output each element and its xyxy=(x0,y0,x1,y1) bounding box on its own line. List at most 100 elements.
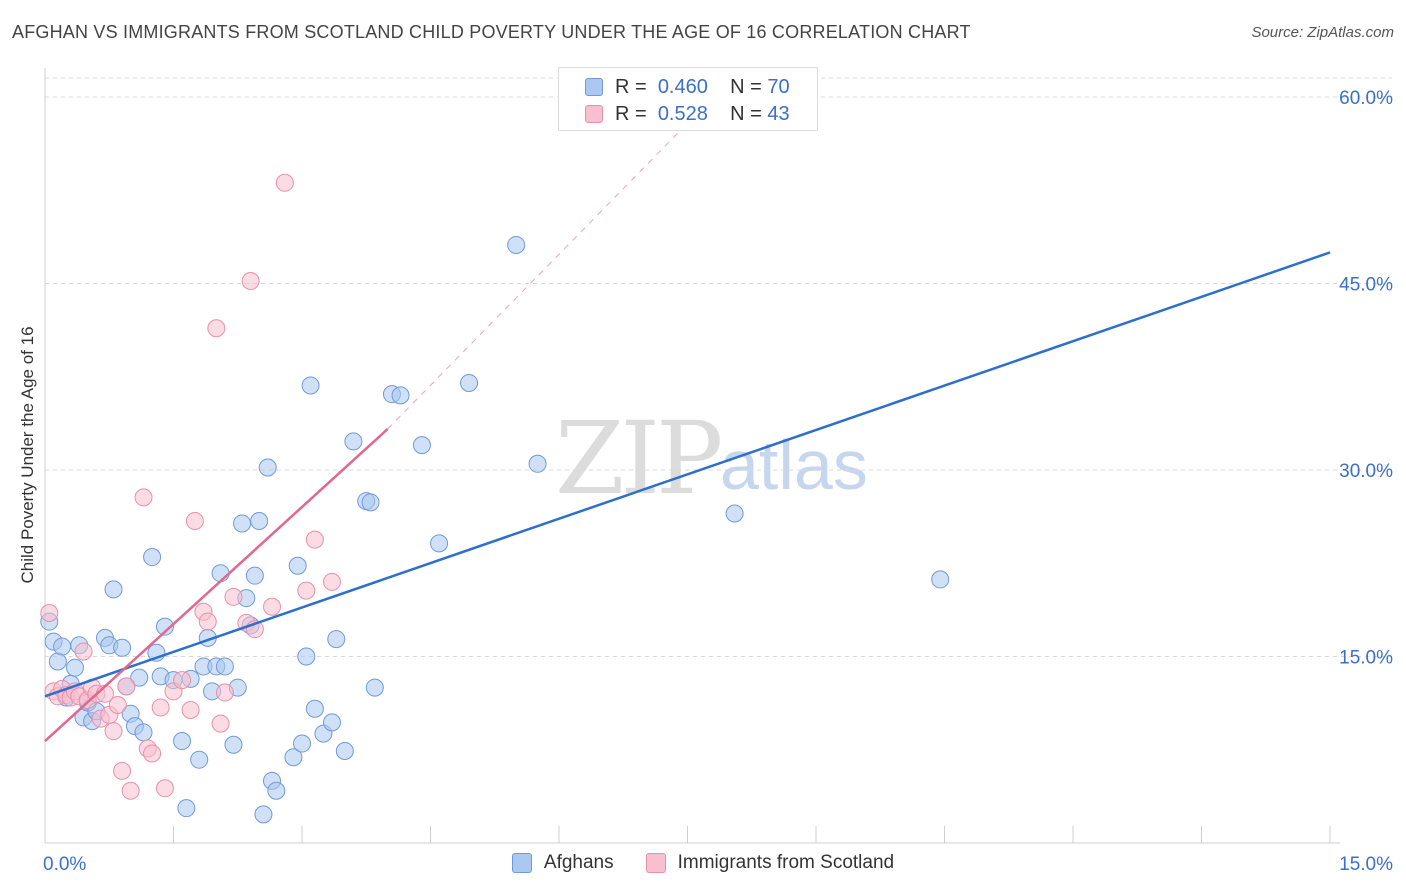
afghan-point xyxy=(361,493,380,512)
afghan-trend-line xyxy=(44,251,1331,698)
correlation-legend: R = 0.460 N = 70 R = 0.528 N = 43 xyxy=(558,67,818,131)
afghan-point xyxy=(284,748,303,767)
n-label: N = xyxy=(730,75,762,98)
afghan-point xyxy=(301,376,320,395)
afghan-point xyxy=(391,386,410,405)
legend-label: Immigrants from Scotland xyxy=(677,852,895,873)
x-tick-label: 0.0% xyxy=(43,854,86,875)
series-legend: Afghans Immigrants from Scotland xyxy=(0,852,1406,874)
scotland-point xyxy=(181,700,200,719)
scotland-point xyxy=(74,642,93,661)
afghan-point xyxy=(507,235,526,254)
scotland-point xyxy=(113,761,132,780)
afghan-point xyxy=(245,566,264,585)
legend-item-scotland: Immigrants from Scotland xyxy=(645,852,895,874)
afghan-point xyxy=(53,637,72,656)
afghan-point xyxy=(211,564,230,583)
afghan-point xyxy=(297,647,316,666)
scotland-point xyxy=(121,781,140,800)
afghan-point xyxy=(177,799,196,818)
r-label: R = xyxy=(615,75,647,98)
afghan-point xyxy=(365,678,384,697)
afghan-point xyxy=(143,548,162,567)
afghan-point xyxy=(233,514,252,533)
scotland-point xyxy=(215,683,234,702)
afghan-point xyxy=(528,454,547,473)
afghan-point xyxy=(267,781,286,800)
afghan-point xyxy=(412,436,431,455)
afghan-point xyxy=(48,652,67,671)
n-label: N = xyxy=(730,102,762,125)
y-tick-label: 45.0% xyxy=(1339,275,1393,296)
scotland-point xyxy=(151,698,170,717)
scotland-point xyxy=(117,677,136,696)
afghan-point xyxy=(305,699,324,718)
scotland-point xyxy=(322,572,341,591)
legend-swatch-pink xyxy=(645,853,666,873)
scotland-point xyxy=(297,581,316,600)
legend-item-afghans: Afghans xyxy=(511,852,614,874)
scotland-point xyxy=(207,319,226,338)
afghan-point xyxy=(250,511,269,530)
chart-title: AFGHAN VS IMMIGRANTS FROM SCOTLAND CHILD… xyxy=(12,22,971,42)
afghan-point xyxy=(113,638,132,657)
watermark-zip: ZIP xyxy=(555,400,723,517)
scotland-point xyxy=(108,695,127,714)
afghan-point xyxy=(130,668,149,687)
afghan-point xyxy=(155,617,174,636)
r-value: 0.528 xyxy=(657,102,708,125)
afghan-point xyxy=(65,658,84,677)
afghan-point xyxy=(104,580,123,599)
afghan-point xyxy=(215,657,234,676)
afghan-point xyxy=(344,432,363,451)
legend-swatch-pink xyxy=(585,105,603,123)
afghan-point xyxy=(258,458,277,477)
afghan-point xyxy=(288,556,307,575)
scotland-point xyxy=(143,744,162,763)
afghan-point xyxy=(725,504,744,523)
afghan-point xyxy=(173,732,192,751)
scotland-point xyxy=(173,671,192,690)
legend-row-scotland: R = 0.528 N = 43 xyxy=(585,102,790,126)
scotland-point xyxy=(134,488,153,507)
scotland-point xyxy=(155,779,174,798)
y-tick-label: 15.0% xyxy=(1339,648,1393,669)
scotland-trend-line xyxy=(44,428,389,742)
afghan-point xyxy=(293,734,311,753)
r-label: R = xyxy=(615,102,647,125)
afghan-point xyxy=(327,630,346,649)
legend-row-afghans: R = 0.460 N = 70 xyxy=(585,75,790,99)
afghan-point xyxy=(460,373,479,392)
scotland-trend-extension xyxy=(387,96,714,430)
afghan-point xyxy=(134,723,153,742)
scotland-point xyxy=(305,530,324,549)
r-value: 0.460 xyxy=(657,75,708,98)
afghan-point xyxy=(430,534,449,553)
scotland-point xyxy=(40,603,59,622)
n-value: 70 xyxy=(767,75,790,98)
legend-swatch-blue xyxy=(585,78,603,96)
afghan-point xyxy=(190,750,209,769)
x-tick-label: 15.0% xyxy=(1339,854,1393,875)
afghan-point xyxy=(224,735,243,754)
y-tick-label: 60.0% xyxy=(1339,88,1393,109)
afghan-point xyxy=(335,741,354,760)
afghan-point xyxy=(254,805,273,824)
afghan-point xyxy=(322,713,341,732)
scotland-point xyxy=(241,272,260,291)
scotland-point xyxy=(185,511,204,530)
legend-swatch-blue xyxy=(511,853,532,873)
legend-label: Afghans xyxy=(543,852,614,873)
source-label: Source: ZipAtlas.com xyxy=(1251,24,1394,41)
scotland-point xyxy=(211,714,230,733)
n-value: 43 xyxy=(767,102,790,125)
scotland-point xyxy=(104,722,123,741)
scotland-point xyxy=(275,173,294,192)
scotland-point xyxy=(198,612,217,631)
watermark-atlas: atlas xyxy=(720,426,868,504)
afghan-point xyxy=(931,570,950,589)
y-tick-label: 30.0% xyxy=(1339,461,1393,482)
scotland-point xyxy=(224,587,243,606)
scotland-point xyxy=(263,597,282,616)
